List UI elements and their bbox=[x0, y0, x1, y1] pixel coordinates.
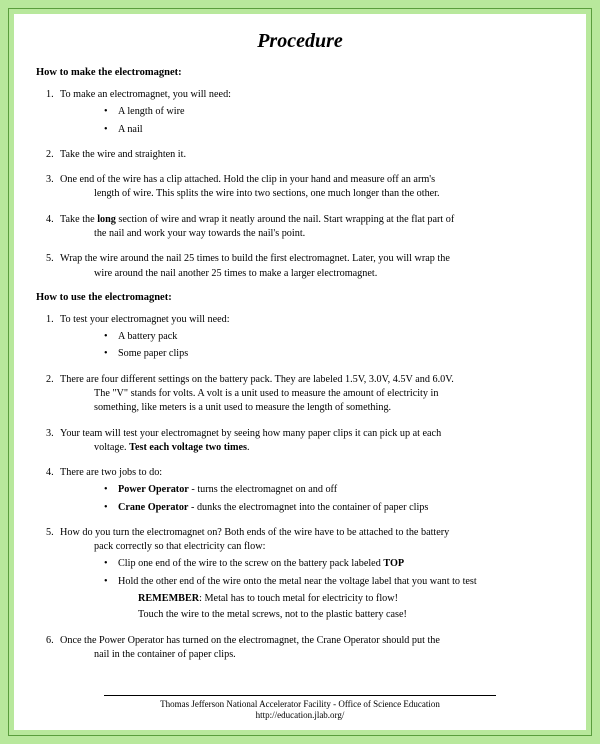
section2-list: 1.To test your electromagnet you will ne… bbox=[36, 313, 564, 662]
item-text: Your team will test your electromagnet b… bbox=[60, 428, 441, 439]
list-item: 5.Wrap the wire around the nail 25 times… bbox=[60, 252, 564, 281]
item-cont: nail in the container of paper clips. bbox=[60, 648, 564, 662]
section2-heading: How to use the electromagnet: bbox=[36, 292, 564, 303]
item-text: To test your electromagnet you will need… bbox=[60, 314, 230, 325]
item-number: 2. bbox=[46, 373, 60, 387]
page-content: Procedure How to make the electromagnet:… bbox=[14, 14, 586, 730]
item-text: There are two jobs to do: bbox=[60, 467, 162, 478]
item-text: Wrap the wire around the nail 25 times t… bbox=[60, 253, 450, 264]
bullet-item: Hold the other end of the wire onto the … bbox=[118, 575, 564, 589]
list-item: 2.There are four different settings on t… bbox=[60, 373, 564, 416]
section1-list: 1.To make an electromagnet, you will nee… bbox=[36, 88, 564, 281]
item-number: 3. bbox=[46, 173, 60, 187]
bullet-item: A length of wire bbox=[118, 105, 564, 119]
list-item: 2.Take the wire and straighten it. bbox=[60, 148, 564, 162]
item-number: 5. bbox=[46, 526, 60, 540]
footer-line1: Thomas Jefferson National Accelerator Fa… bbox=[104, 699, 496, 711]
page-title: Procedure bbox=[36, 30, 564, 53]
item-cont: wire around the nail another 25 times to… bbox=[60, 267, 564, 281]
section1-heading: How to make the electromagnet: bbox=[36, 67, 564, 78]
bullet-item: Some paper clips bbox=[118, 347, 564, 361]
list-item: 3.One end of the wire has a clip attache… bbox=[60, 173, 564, 202]
sublist: Clip one end of the wire to the screw on… bbox=[60, 557, 564, 589]
item-text: How do you turn the electromagnet on? Bo… bbox=[60, 527, 449, 538]
list-item: 5.How do you turn the electromagnet on? … bbox=[60, 526, 564, 623]
item-number: 4. bbox=[46, 466, 60, 480]
sublist: A length of wire A nail bbox=[60, 105, 564, 137]
bullet-item: Crane Operator - dunks the electromagnet… bbox=[118, 501, 564, 515]
item-text: Take the wire and straighten it. bbox=[60, 149, 186, 160]
list-item: 4.There are two jobs to do: Power Operat… bbox=[60, 466, 564, 515]
list-item: 3.Your team will test your electromagnet… bbox=[60, 427, 564, 456]
item-number: 5. bbox=[46, 252, 60, 266]
item-cont: voltage. Test each voltage two times. bbox=[60, 441, 564, 455]
page-footer: Thomas Jefferson National Accelerator Fa… bbox=[104, 695, 496, 722]
item-bold: long bbox=[97, 214, 116, 225]
item-number: 6. bbox=[46, 634, 60, 648]
item-text: Once the Power Operator has turned on th… bbox=[60, 635, 440, 646]
item-text: To make an electromagnet, you will need: bbox=[60, 89, 231, 100]
item-cont: the nail and work your way towards the n… bbox=[60, 227, 564, 241]
item-pre: Take the bbox=[60, 214, 97, 225]
bullet-item: A battery pack bbox=[118, 330, 564, 344]
sublist: A battery pack Some paper clips bbox=[60, 330, 564, 362]
item-number: 1. bbox=[46, 313, 60, 327]
outer-frame: Procedure How to make the electromagnet:… bbox=[8, 8, 592, 736]
footer-line2: http://education.jlab.org/ bbox=[104, 710, 496, 722]
sublist: Power Operator - turns the electromagnet… bbox=[60, 483, 564, 515]
bullet-item: Clip one end of the wire to the screw on… bbox=[118, 557, 564, 571]
list-item: 4.Take the long section of wire and wrap… bbox=[60, 213, 564, 242]
item-cont: something, like meters is a unit used to… bbox=[60, 401, 564, 415]
remember-note: REMEMBER: Metal has to touch metal for e… bbox=[60, 592, 564, 606]
item-cont: length of wire. This splits the wire int… bbox=[60, 187, 564, 201]
item-number: 4. bbox=[46, 213, 60, 227]
list-item: 1.To test your electromagnet you will ne… bbox=[60, 313, 564, 362]
remember-note2: Touch the wire to the metal screws, not … bbox=[60, 608, 564, 622]
item-cont: pack correctly so that electricity can f… bbox=[60, 540, 564, 554]
item-post: section of wire and wrap it neatly aroun… bbox=[116, 214, 454, 225]
item-text: One end of the wire has a clip attached.… bbox=[60, 174, 435, 185]
list-item: 6.Once the Power Operator has turned on … bbox=[60, 634, 564, 663]
item-number: 1. bbox=[46, 88, 60, 102]
list-item: 1.To make an electromagnet, you will nee… bbox=[60, 88, 564, 137]
bullet-item: A nail bbox=[118, 123, 564, 137]
item-number: 3. bbox=[46, 427, 60, 441]
item-cont: The "V" stands for volts. A volt is a un… bbox=[60, 387, 564, 401]
item-text: There are four different settings on the… bbox=[60, 374, 454, 385]
item-number: 2. bbox=[46, 148, 60, 162]
bullet-item: Power Operator - turns the electromagnet… bbox=[118, 483, 564, 497]
